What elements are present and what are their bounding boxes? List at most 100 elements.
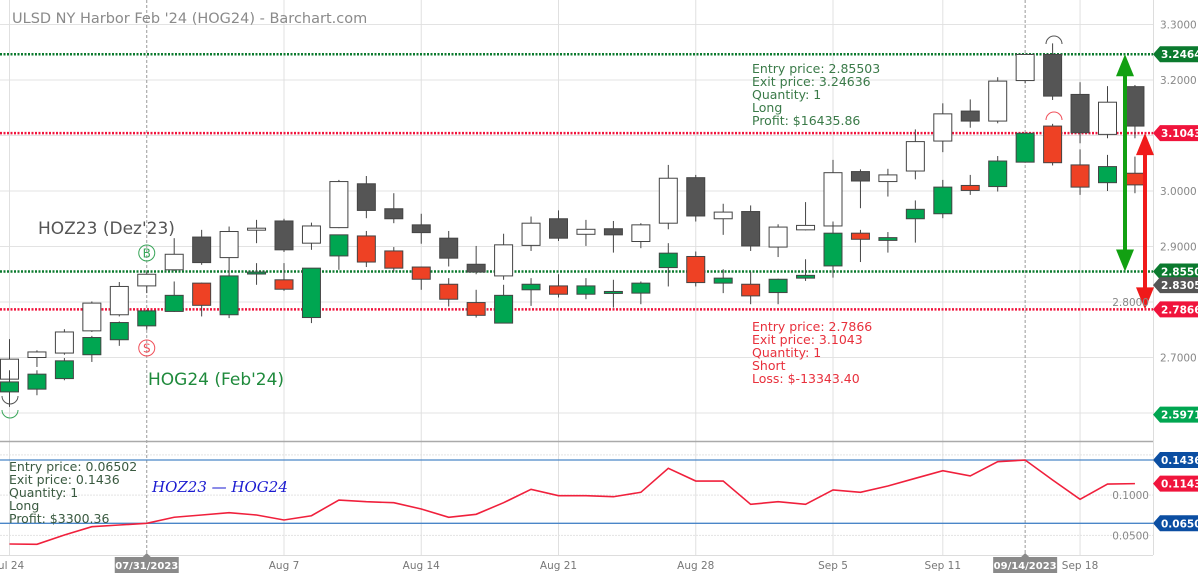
- candle[interactable]: [274, 218, 294, 253]
- candle[interactable]: [658, 243, 678, 287]
- candle-body: [301, 267, 321, 319]
- candle[interactable]: [411, 213, 431, 244]
- candle[interactable]: [796, 202, 816, 231]
- candle[interactable]: [329, 234, 349, 270]
- candle[interactable]: [192, 282, 212, 317]
- candle-body: [411, 224, 431, 234]
- arrow-head: [1116, 249, 1134, 272]
- candle[interactable]: [1070, 82, 1090, 144]
- candle[interactable]: [27, 370, 47, 396]
- candle[interactable]: [603, 279, 623, 308]
- candle-body: [329, 181, 349, 229]
- candle[interactable]: [137, 309, 157, 330]
- candle[interactable]: [850, 229, 870, 263]
- candle[interactable]: [1015, 53, 1035, 84]
- candle[interactable]: [439, 278, 459, 307]
- candle[interactable]: [494, 284, 514, 324]
- candle[interactable]: [878, 168, 898, 197]
- long-trade-annotation-line: Quantity: 1: [752, 87, 821, 102]
- candle[interactable]: [1070, 149, 1090, 195]
- candle[interactable]: [713, 269, 733, 294]
- candle[interactable]: [1015, 132, 1035, 163]
- candle[interactable]: [301, 267, 321, 324]
- candle[interactable]: [356, 176, 376, 219]
- crosshair-date-bg: [114, 557, 179, 573]
- candle[interactable]: [988, 156, 1008, 192]
- x-tick-label: Aug 21: [540, 560, 577, 572]
- candle[interactable]: [411, 266, 431, 290]
- candle[interactable]: [741, 205, 761, 251]
- candle[interactable]: [521, 278, 541, 306]
- candle[interactable]: [960, 99, 980, 128]
- candle[interactable]: [796, 259, 816, 281]
- candle-body: [27, 351, 47, 359]
- candle[interactable]: [1043, 123, 1063, 166]
- candle[interactable]: [192, 229, 212, 265]
- candle[interactable]: [1098, 154, 1117, 191]
- candle[interactable]: [466, 245, 486, 275]
- candle[interactable]: [905, 129, 925, 180]
- candle[interactable]: [905, 200, 925, 243]
- candle[interactable]: [549, 210, 568, 241]
- candle[interactable]: [768, 278, 788, 305]
- candle[interactable]: [384, 247, 404, 272]
- candle[interactable]: [247, 219, 267, 244]
- candle[interactable]: [603, 220, 623, 253]
- candle[interactable]: [247, 263, 267, 285]
- candle[interactable]: [356, 230, 376, 268]
- candle[interactable]: [219, 226, 239, 277]
- candle[interactable]: [164, 238, 184, 271]
- candle[interactable]: [933, 103, 953, 153]
- candle-body: [1125, 172, 1145, 186]
- candle[interactable]: [878, 232, 898, 253]
- candle[interactable]: [109, 282, 129, 317]
- candle[interactable]: [823, 159, 843, 230]
- candle[interactable]: [494, 233, 514, 280]
- candle[interactable]: [850, 169, 870, 209]
- candle[interactable]: [549, 274, 568, 298]
- price-tag-bg: [1153, 277, 1198, 294]
- candle[interactable]: [960, 174, 980, 195]
- candle-body: [164, 253, 184, 271]
- candle[interactable]: [82, 301, 102, 332]
- price-tag-label: 2.5971: [1161, 410, 1200, 422]
- candle[interactable]: [27, 350, 47, 367]
- candle[interactable]: [658, 164, 678, 230]
- candle[interactable]: [686, 251, 706, 287]
- candle[interactable]: [164, 281, 184, 312]
- candle-body: [603, 290, 623, 294]
- candle[interactable]: [137, 271, 157, 294]
- candle[interactable]: [713, 203, 733, 235]
- candle[interactable]: [631, 223, 651, 249]
- candle[interactable]: [1043, 43, 1063, 100]
- candle[interactable]: [1125, 84, 1145, 139]
- candle[interactable]: [109, 321, 129, 346]
- candle[interactable]: [329, 179, 349, 229]
- candle[interactable]: [823, 221, 843, 278]
- candle[interactable]: [54, 358, 74, 381]
- candle[interactable]: [466, 289, 486, 318]
- candle[interactable]: [631, 281, 651, 305]
- candle[interactable]: [1098, 86, 1117, 139]
- candle[interactable]: [933, 179, 953, 219]
- candle[interactable]: [82, 335, 102, 362]
- candle[interactable]: [741, 272, 761, 305]
- candle[interactable]: [219, 275, 239, 319]
- candle[interactable]: [768, 224, 788, 258]
- candle[interactable]: [0, 370, 19, 407]
- candle[interactable]: [576, 278, 596, 300]
- x-tick-label: Jul 24: [0, 560, 24, 572]
- candle[interactable]: [274, 263, 294, 291]
- candle[interactable]: [1125, 156, 1145, 194]
- price-tag-label: 2.7866: [1161, 304, 1200, 316]
- candle[interactable]: [686, 174, 706, 222]
- candle[interactable]: [576, 219, 596, 246]
- candle[interactable]: [521, 216, 541, 251]
- candle[interactable]: [384, 193, 404, 224]
- candle[interactable]: [439, 230, 459, 267]
- long-trade-annotation-line: Exit price: 3.24636: [752, 74, 871, 89]
- candle[interactable]: [988, 77, 1008, 124]
- candle[interactable]: [301, 222, 321, 250]
- candle[interactable]: [54, 329, 74, 355]
